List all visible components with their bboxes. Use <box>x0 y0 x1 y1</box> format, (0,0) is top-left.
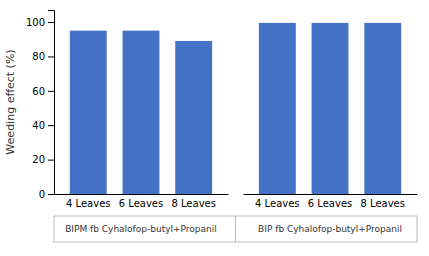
bar <box>259 23 296 194</box>
y-tick-mark <box>48 22 54 23</box>
chart: 4 Leaves 6 Leaves 8 Leaves 4 Leaves 6 Leaves… <box>0 0 429 256</box>
y-tick: 40 <box>32 120 54 131</box>
bar <box>364 23 401 194</box>
x-tick-label: 8 Leaves <box>360 198 405 209</box>
y-tick-mark <box>48 56 54 57</box>
y-tick-mark <box>48 160 54 161</box>
y-tick-label: 60 <box>32 86 45 97</box>
x-tick-label: 8 Leaves <box>171 198 216 209</box>
x-tick-label: 6 Leaves <box>119 198 164 209</box>
plot: 4 Leaves 6 Leaves 8 Leaves 4 Leaves 6 Leaves… <box>4 11 418 243</box>
y-tick-label: 100 <box>26 17 45 28</box>
y-tick: 20 <box>32 154 54 165</box>
x-tick: 6 Leaves <box>308 198 353 209</box>
y-tick: 0 <box>39 189 54 200</box>
y-tick-mark <box>48 125 54 126</box>
y-tick: 100 <box>26 17 54 28</box>
y-tick-mark <box>48 194 54 195</box>
x-axis: 4 Leaves 6 Leaves 8 Leaves <box>244 195 418 210</box>
bar <box>70 31 107 194</box>
group-label-box <box>54 216 417 242</box>
group-label: BIPM fb Cyhalofop-butyl+Propanil <box>65 224 217 234</box>
x-axis-line <box>244 194 418 195</box>
x-tick-label: 6 Leaves <box>308 198 353 209</box>
x-tick: 4 Leaves <box>255 198 300 209</box>
x-tick: 4 Leaves <box>66 198 111 209</box>
y-tick: 80 <box>32 51 54 62</box>
y-tick-mark <box>48 91 54 92</box>
y-tick-label: 20 <box>32 154 45 165</box>
x-tick: 6 Leaves <box>119 198 164 209</box>
bar <box>123 31 160 194</box>
x-tick: 8 Leaves <box>171 198 216 209</box>
group-label: BIP fb Cyhalofop-butyl+Propanil <box>258 224 402 234</box>
y-axis: 0 20 40 60 80 100 <box>26 11 55 200</box>
y-tick-label: 40 <box>32 120 45 131</box>
y-axis-title: Weeding effect (%) <box>4 49 17 154</box>
x-tick: 8 Leaves <box>360 198 405 209</box>
x-axis: 4 Leaves 6 Leaves 8 Leaves <box>55 195 229 210</box>
x-tick-label: 4 Leaves <box>255 198 300 209</box>
bar-group <box>70 31 212 194</box>
y-tick-label: 80 <box>32 51 45 62</box>
bars <box>70 23 401 194</box>
bar <box>175 41 212 194</box>
y-tick-label: 0 <box>39 189 45 200</box>
x-axis-line <box>55 194 229 195</box>
x-tick-label: 4 Leaves <box>66 198 111 209</box>
y-tick: 60 <box>32 86 54 97</box>
y-axis-line <box>48 11 55 195</box>
bar <box>312 23 349 194</box>
bar-group <box>259 23 401 194</box>
group-divider <box>235 216 236 242</box>
